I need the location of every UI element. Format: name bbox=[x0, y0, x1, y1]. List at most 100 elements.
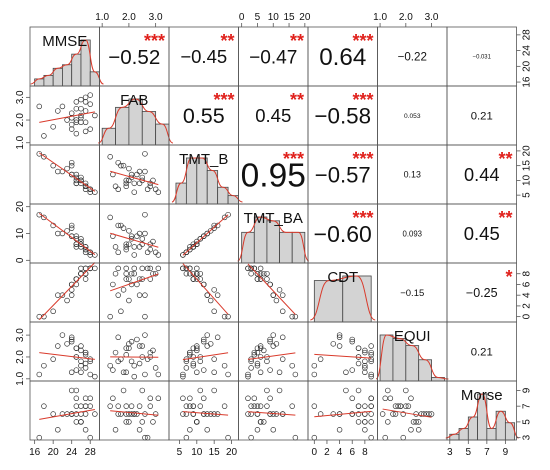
scatter-point bbox=[257, 403, 264, 409]
tick-label: 5 bbox=[255, 12, 261, 23]
scatter-point bbox=[68, 387, 75, 394]
scatter-point bbox=[415, 427, 422, 433]
panel-6-3 bbox=[238, 380, 309, 441]
tick-label: 2 bbox=[324, 447, 330, 458]
scatter-point bbox=[123, 369, 129, 376]
scatter-point bbox=[355, 345, 362, 351]
scatter-point bbox=[276, 387, 283, 394]
significance-stars: ** bbox=[498, 149, 512, 169]
fit-line bbox=[314, 410, 372, 418]
fit-line bbox=[38, 212, 96, 255]
variable-label: EQUI bbox=[394, 328, 431, 345]
scatter-point bbox=[82, 395, 89, 402]
tick-label: 2.0 bbox=[399, 12, 413, 23]
scatter-point bbox=[142, 168, 148, 175]
scatter-point bbox=[112, 244, 119, 250]
scatter-point bbox=[82, 244, 89, 250]
scatter-point bbox=[204, 343, 210, 349]
scatter-point bbox=[131, 411, 138, 417]
tick-label: 10 bbox=[522, 174, 533, 186]
scatter-point bbox=[180, 265, 186, 272]
scatter-point bbox=[194, 419, 200, 425]
scatter-point bbox=[264, 358, 270, 365]
scatter-point bbox=[270, 292, 277, 298]
scatter-point bbox=[368, 434, 374, 441]
scatter-point bbox=[68, 336, 75, 343]
tick-label: 5 bbox=[522, 192, 533, 198]
scatter-point bbox=[73, 387, 80, 394]
scatter-point bbox=[264, 276, 270, 282]
scatter-point bbox=[190, 244, 197, 250]
scatter-point bbox=[87, 101, 93, 107]
scatter-point bbox=[194, 241, 200, 247]
scatter-point bbox=[155, 189, 162, 195]
scatter-point bbox=[403, 387, 409, 394]
scatter-point bbox=[150, 419, 156, 425]
scatter-point bbox=[123, 265, 129, 272]
panel-5-3 bbox=[238, 321, 309, 382]
tick-label: 10 bbox=[15, 228, 26, 240]
scatter-point bbox=[257, 369, 264, 376]
scatter-point bbox=[59, 103, 66, 110]
panel-frame bbox=[99, 262, 170, 323]
scatter-point bbox=[190, 360, 197, 367]
scatter-point bbox=[123, 345, 129, 351]
scatter-point bbox=[139, 265, 146, 272]
scatter-point bbox=[115, 249, 121, 256]
scatter-point bbox=[267, 395, 273, 402]
tick-label: 3.0 bbox=[15, 328, 26, 342]
scatter-point bbox=[194, 238, 200, 245]
scatter-point bbox=[194, 369, 200, 376]
panel-6-4 bbox=[307, 380, 378, 441]
scatter-point bbox=[270, 343, 277, 349]
scatter-point bbox=[82, 352, 89, 358]
scatter-point bbox=[128, 270, 135, 277]
scatter-point bbox=[78, 362, 84, 369]
scatter-point bbox=[155, 265, 162, 272]
tick-label: 0 bbox=[15, 257, 26, 263]
scatter-point bbox=[82, 349, 89, 356]
scatter-point bbox=[128, 338, 135, 345]
scatter-point bbox=[64, 228, 70, 234]
scatter-point bbox=[400, 434, 406, 441]
scatter-point bbox=[136, 427, 143, 433]
scatter-point bbox=[368, 343, 374, 349]
tick-label: 15 bbox=[283, 12, 295, 23]
correlation-value: −0.47 bbox=[249, 47, 297, 68]
scatter-point bbox=[147, 183, 154, 190]
scatter-point bbox=[190, 345, 197, 351]
histogram-bar bbox=[155, 123, 170, 146]
scatter-point bbox=[362, 419, 368, 425]
scatter-point bbox=[128, 171, 135, 178]
scatter-point bbox=[73, 395, 80, 402]
density-curve bbox=[171, 157, 243, 203]
scatter-point bbox=[128, 233, 135, 239]
scatter-point bbox=[82, 360, 89, 367]
histogram-bar bbox=[279, 231, 293, 264]
fit-line bbox=[38, 262, 96, 321]
scatter-point bbox=[261, 419, 267, 425]
scatter-point bbox=[131, 252, 138, 258]
scatter-point bbox=[73, 403, 80, 409]
scatter-point bbox=[349, 367, 355, 373]
scatter-point bbox=[68, 338, 75, 345]
panel-3-1 bbox=[99, 203, 170, 264]
scatter-point bbox=[152, 186, 159, 193]
fit-line bbox=[110, 273, 159, 292]
scatter-point bbox=[187, 352, 193, 358]
scatter-point bbox=[126, 228, 132, 234]
scatter-point bbox=[68, 115, 75, 121]
scatter-point bbox=[73, 419, 80, 425]
significance-stars: *** bbox=[352, 149, 373, 169]
scatter-point bbox=[257, 265, 264, 272]
scatter-point bbox=[379, 411, 386, 417]
scatter-point bbox=[55, 168, 61, 175]
scatter-point bbox=[147, 403, 154, 409]
variable-label: MMSE bbox=[42, 33, 87, 50]
scatter-point bbox=[139, 387, 146, 394]
scatter-point bbox=[368, 411, 374, 417]
scatter-point bbox=[251, 403, 258, 409]
scatter-point bbox=[107, 154, 113, 160]
scatter-point bbox=[408, 427, 414, 433]
